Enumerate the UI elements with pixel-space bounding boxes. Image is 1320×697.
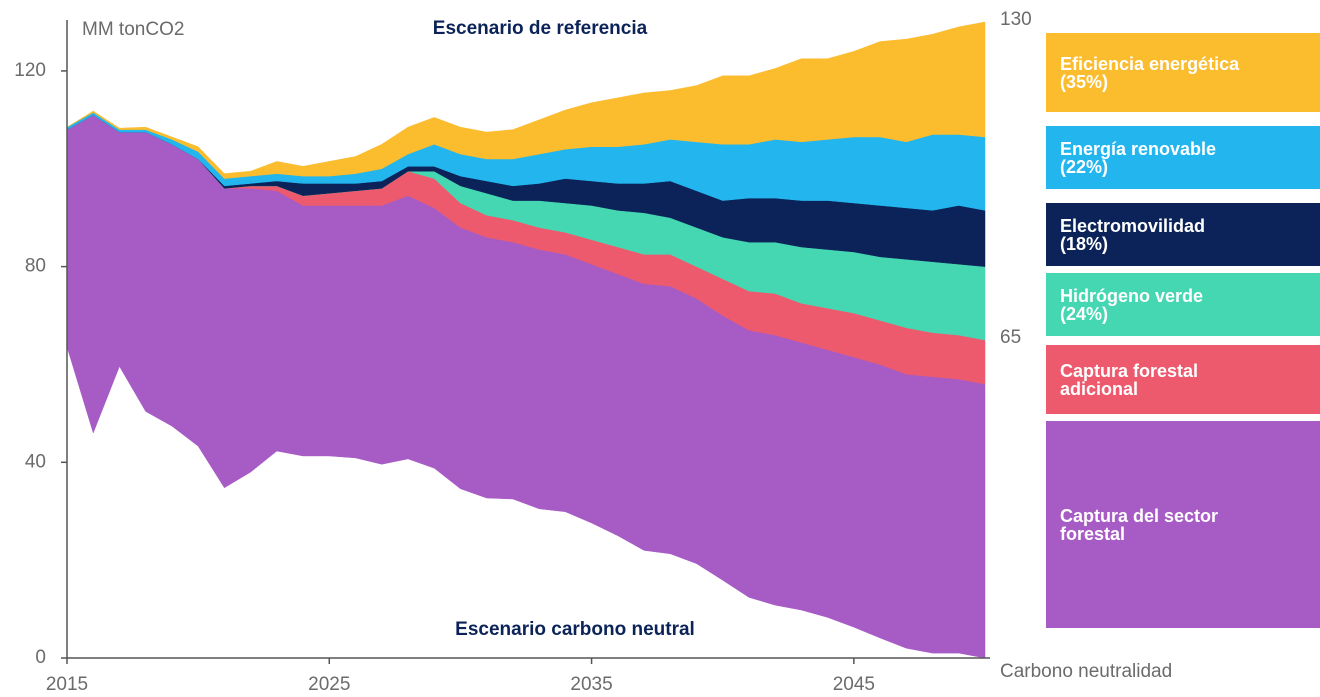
x-tick-label: 2025: [308, 674, 350, 695]
x-tick-label: 2035: [570, 674, 612, 695]
legend-entry: Captura forestal adicional: [1046, 345, 1320, 414]
legend-entry: Electromovilidad (18%): [1046, 203, 1320, 266]
y-tick-label: 0: [35, 647, 46, 668]
end-label: 130: [1000, 9, 1032, 30]
y-tick-label: 80: [25, 256, 46, 277]
legend-entry: Energía renovable (22%): [1046, 126, 1320, 189]
legend-entry: Hidrógeno verde (24%): [1046, 273, 1320, 336]
legend-entry: Eficiencia energética (35%): [1046, 33, 1320, 112]
x-tick-label: 2045: [833, 674, 875, 695]
y-axis-label: MM tonCO2: [82, 19, 184, 40]
end-note: Carbono neutralidad: [1000, 661, 1172, 682]
x-tick-label: 2015: [46, 674, 88, 695]
series-label: Escenario carbono neutral: [455, 619, 695, 640]
area: [66, 21, 986, 179]
y-tick-label: 120: [14, 60, 46, 81]
y-tick-label: 40: [25, 451, 46, 472]
legend-entry: Captura del sector forestal: [1046, 421, 1320, 628]
end-label: 65: [1000, 327, 1021, 348]
chart-title: Escenario de referencia: [433, 18, 648, 39]
